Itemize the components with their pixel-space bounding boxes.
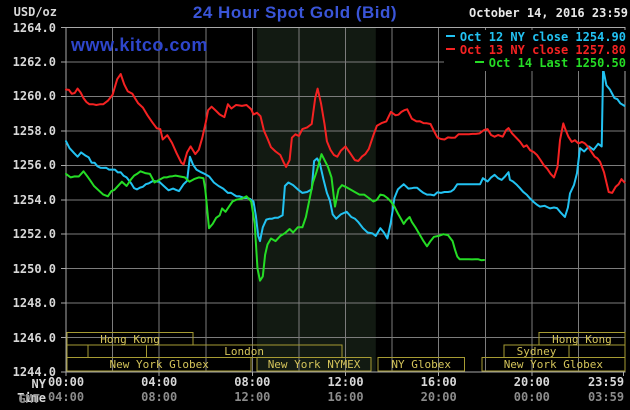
legend-entry: Oct 14 Last 1250.50 — [446, 57, 626, 70]
y-axis-tick-label: 1258.0 — [12, 123, 56, 138]
y-axis-tick-label: 1264.0 — [12, 20, 56, 35]
session-label-ny-globex: NY Globex — [391, 358, 451, 371]
session-label-new-york-globex: New York Globex — [109, 358, 209, 371]
x-axis-tick-label: 04:00 — [141, 375, 178, 389]
kitco-watermark-link[interactable]: www.kitco.com — [71, 35, 208, 55]
legend-line-marker-icon — [445, 35, 455, 37]
session-box — [87, 344, 147, 358]
legend-entry-label: Oct 13 NY close 1257.80 — [459, 43, 626, 57]
session-label-hong-kong: Hong Kong — [552, 333, 612, 346]
chart-legend: Oct 12 NY close 1254.90 Oct 13 NY close 1… — [443, 30, 628, 71]
y-axis-tick-label: 1252.0 — [12, 227, 56, 242]
y-axis-unit-label: USD/oz — [13, 5, 57, 19]
y-axis-tick-label: 1250.0 — [12, 261, 56, 276]
session-box — [481, 357, 626, 372]
x-axis-tick-label: 08:00 — [234, 375, 271, 389]
x-axis-tick-label: 00:00 — [513, 390, 550, 404]
series-line-oct-14 — [65, 153, 486, 282]
session-label-new-york-globex: New York Globex — [503, 358, 604, 371]
session-box — [568, 344, 626, 358]
session-label-london: London — [224, 346, 265, 358]
x-axis-tick-label: 23:59 — [587, 375, 625, 389]
chart-timestamp: October 14, 2016 23:59 — [469, 6, 628, 20]
x-axis-tick-label: 04:00 — [47, 390, 85, 404]
legend-entry-label: Oct 12 NY close 1254.90 — [459, 30, 626, 44]
legend-entry: Oct 13 NY close 1257.80 — [445, 43, 626, 57]
x-axis-tick-label: 16:00 — [327, 390, 364, 404]
y-axis-tick-label: 1254.0 — [12, 192, 56, 207]
session-label-sydney: Sydney — [516, 346, 557, 358]
ny-time-axis-caption: NY Time — [17, 377, 46, 405]
x-axis-tick-label: 08:00 — [141, 390, 178, 404]
legend-entry-label: Oct 14 Last 1250.50 — [488, 56, 626, 70]
y-axis-tick-label: 1260.0 — [12, 89, 56, 104]
x-axis-tick-label: 16:00 — [420, 375, 457, 389]
session-label-hong-kong: Hong Kong — [100, 333, 160, 346]
x-axis-tick-label: 12:00 — [327, 375, 364, 389]
session-box — [377, 357, 465, 372]
session-box — [66, 344, 89, 358]
x-axis-tick-label: 00:00 — [47, 375, 85, 389]
x-axis-tick-label: 03:59 — [587, 390, 625, 404]
y-axis-tick-label: 1262.0 — [12, 54, 56, 69]
y-axis-tick-label: 1246.0 — [12, 330, 56, 345]
y-axis-tick-label: 1248.0 — [12, 296, 56, 311]
series-line-oct-13 — [65, 73, 626, 194]
legend-line-marker-icon — [474, 61, 484, 63]
session-box — [256, 357, 372, 372]
x-axis-tick-label: 12:00 — [234, 390, 271, 404]
session-label-new-york-nymex: New York NYMEX — [267, 358, 361, 371]
legend-line-marker-icon — [445, 48, 455, 50]
y-axis-tick-label: 1244.0 — [12, 365, 56, 379]
legend-entry: Oct 12 NY close 1254.90 — [445, 30, 626, 44]
x-axis-tick-label: 20:00 — [420, 390, 457, 404]
x-axis-tick-label: 20:00 — [513, 375, 550, 389]
chart-title: 24 Hour Spot Gold (Bid) — [192, 3, 398, 22]
y-axis-tick-label: 1256.0 — [12, 158, 56, 173]
session-box — [66, 357, 252, 372]
gmt-axis-caption: GMT — [18, 392, 40, 406]
